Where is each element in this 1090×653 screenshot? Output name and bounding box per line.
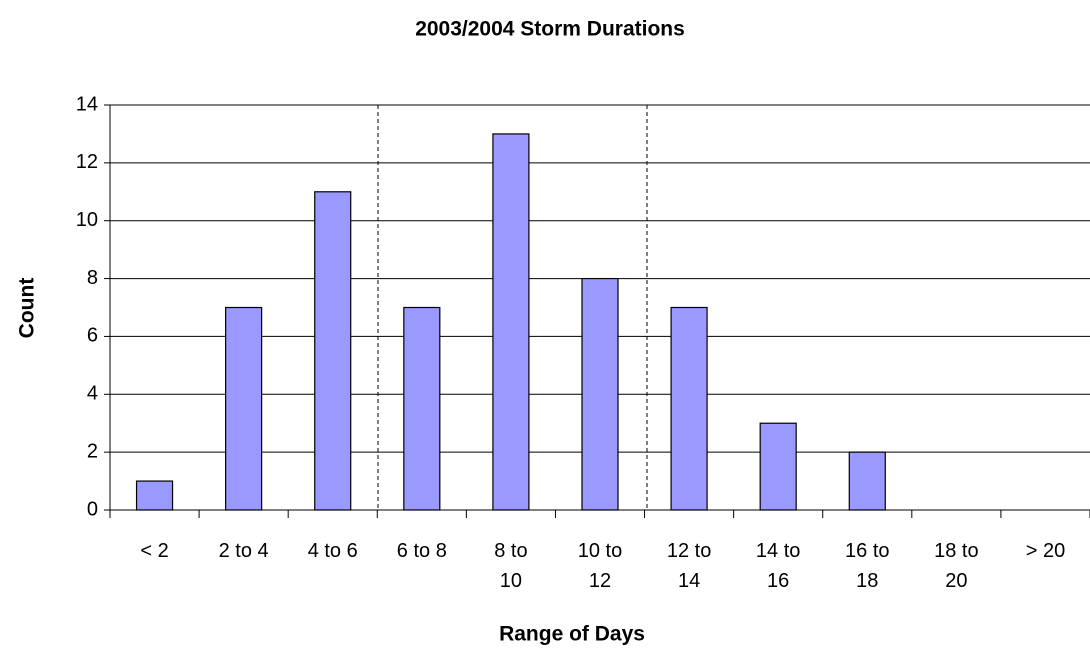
x-tick-label: > 20 [1025, 540, 1066, 562]
y-tick-label: 12 [76, 151, 98, 173]
bar [581, 277, 619, 511]
x-tick-label: 10 to 12 [577, 540, 623, 592]
bar [670, 306, 708, 511]
bar [492, 133, 530, 511]
y-tick-label: 4 [87, 383, 98, 405]
bar [314, 191, 352, 511]
x-tick-label: 4 to 6 [307, 540, 358, 562]
x-axis-label: Range of Days [499, 623, 645, 646]
y-tick-label: 14 [76, 93, 98, 115]
y-tick-label: 8 [87, 267, 98, 289]
y-axis-label: Count [16, 278, 39, 339]
bar [403, 306, 441, 511]
x-tick-label: 2 to 4 [218, 540, 269, 562]
bar [848, 451, 886, 511]
y-tick-label: 2 [87, 440, 98, 462]
y-tick-label: 0 [87, 498, 98, 520]
x-tick-label: 14 to 16 [755, 540, 801, 592]
x-tick-label: 6 to 8 [396, 540, 447, 562]
bar [759, 422, 797, 511]
chart-title: 2003/2004 Storm Durations [415, 18, 685, 41]
x-tick-label: < 2 [140, 540, 169, 562]
bar [225, 306, 263, 511]
x-tick-label: 12 to 14 [666, 540, 712, 592]
x-tick-label: 16 to 18 [845, 540, 890, 592]
y-tick-label: 6 [87, 325, 98, 347]
x-tick-label: 18 to 20 [934, 540, 979, 592]
x-tick-label: 8 to 10 [494, 540, 528, 592]
bar [135, 480, 174, 511]
y-tick-label: 10 [76, 209, 98, 231]
